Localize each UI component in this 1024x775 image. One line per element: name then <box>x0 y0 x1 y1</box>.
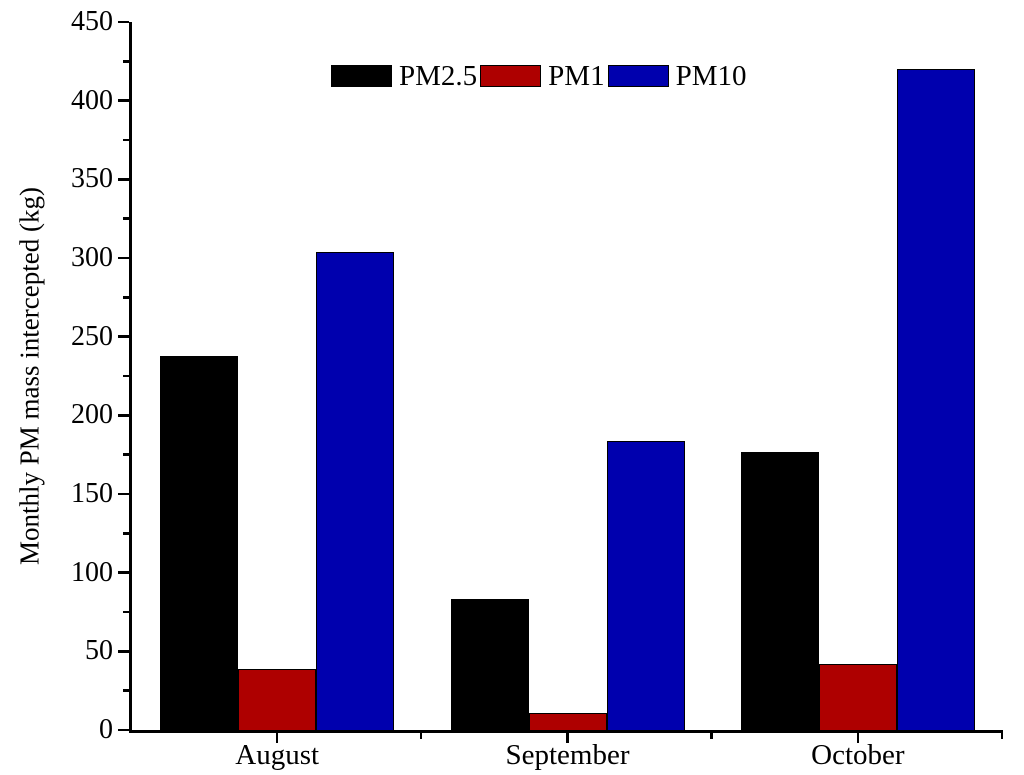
y-tick-label: 300 <box>71 242 113 273</box>
y-tick-major <box>118 728 129 732</box>
x-tick-category <box>566 733 569 743</box>
bar-september-pm10 <box>606 440 685 730</box>
y-tick-major <box>118 571 129 574</box>
y-tick-label: 150 <box>71 478 113 509</box>
y-tick-label: 50 <box>85 635 113 667</box>
y-tick-major <box>118 335 129 338</box>
y-tick-label: 350 <box>71 163 113 195</box>
y-tick-label: 450 <box>71 6 113 37</box>
x-tick-category <box>275 733 279 743</box>
legend: PM2.5 PM1 PM10 <box>331 61 750 91</box>
x-tick-boundary <box>710 733 713 739</box>
x-tick-category <box>856 733 860 743</box>
y-tick-major <box>118 414 129 417</box>
bar-august-pm25 <box>160 355 239 730</box>
legend-label: PM10 <box>675 60 747 92</box>
legend-label: PM2.5 <box>399 60 478 92</box>
legend-item: PM1 <box>480 61 607 91</box>
legend-item: PM10 <box>607 60 750 92</box>
x-category-label: October <box>811 739 905 771</box>
y-tick-major <box>118 492 129 496</box>
bar-october-pm1 <box>818 663 897 730</box>
bar-october-pm25 <box>740 451 819 730</box>
y-tick-minor <box>123 138 129 142</box>
y-tick-minor <box>123 610 129 614</box>
y-tick-minor <box>123 296 129 299</box>
y-tick-minor <box>123 374 129 378</box>
y-tick-major <box>118 650 129 653</box>
y-tick-major <box>118 178 129 181</box>
y-tick-major <box>118 256 129 260</box>
legend-swatch-pm25-icon <box>331 65 392 87</box>
y-tick-minor <box>123 60 129 63</box>
x-tick-boundary <box>1000 733 1003 739</box>
y-tick-label: 100 <box>71 556 113 588</box>
bar-august-pm10 <box>316 251 395 730</box>
x-category-label: September <box>505 739 630 771</box>
bar-september-pm1 <box>528 712 607 730</box>
legend-swatch-pm1-icon <box>480 65 542 87</box>
y-tick-minor <box>123 453 129 456</box>
legend-item: PM2.5 <box>331 61 480 91</box>
x-tick-boundary <box>419 733 423 739</box>
y-tick-major <box>118 99 129 102</box>
bar-august-pm1 <box>238 668 317 730</box>
plot-area: 0 50 100 150 200 250 300 350 400 450 August Septemb… <box>71 8 1003 770</box>
y-tick-minor <box>123 689 129 692</box>
y-tick-minor <box>123 217 129 220</box>
bar-september-pm25 <box>450 599 529 730</box>
bar-october-pm10 <box>896 69 975 730</box>
y-tick-label: 200 <box>71 399 113 431</box>
x-category-label: August <box>235 739 320 771</box>
y-tick-label: 0 <box>99 714 113 745</box>
y-tick-label: 400 <box>71 84 113 116</box>
y-tick-major <box>118 20 129 24</box>
legend-label: PM1 <box>548 60 605 92</box>
y-tick-label: 250 <box>71 320 113 352</box>
y-tick-minor <box>123 532 129 535</box>
legend-swatch-pm10-icon <box>607 65 669 87</box>
